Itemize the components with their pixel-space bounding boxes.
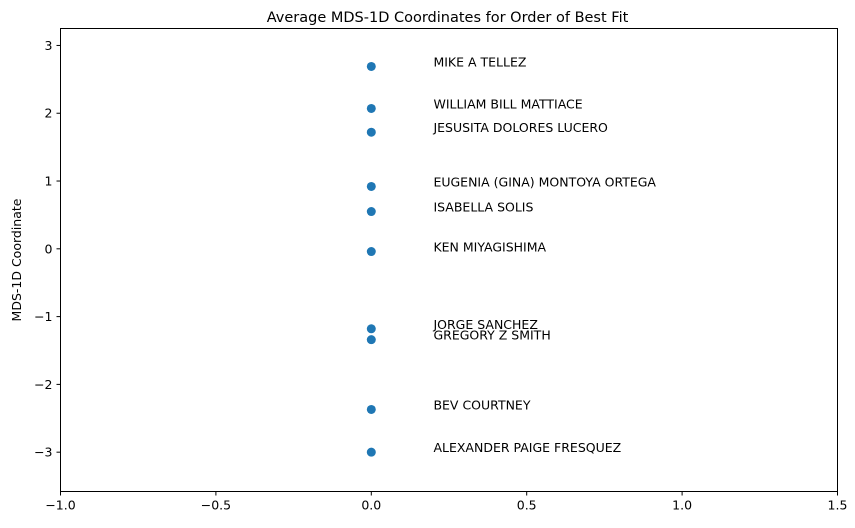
data-point [366,247,376,257]
y-tick-label: 2 [45,106,53,121]
y-tick-label: 3 [45,38,53,53]
point-label: ALEXANDER PAIGE FRESQUEZ [433,440,621,455]
y-tick-label: −2 [34,377,52,392]
data-point [366,404,376,414]
x-tick-label: −0.5 [201,498,231,513]
point-label: JORGE SANCHEZ [432,317,537,332]
point-label: BEV COURTNEY [433,397,530,412]
y-axis-label: MDS-1D Coordinate [9,198,24,321]
x-tick-label: 1.0 [672,498,692,513]
point-label: GREGORY Z SMITH [433,328,550,343]
point-label: WILLIAM BILL MATTIACE [433,96,582,111]
data-point [366,207,376,217]
data-point [366,127,376,137]
x-tick-label: 1.5 [828,498,848,513]
y-tick-label: −3 [34,445,52,460]
data-point [366,324,376,334]
point-label: ISABELLA SOLIS [433,200,533,215]
x-tick-label: 0.5 [517,498,537,513]
data-point [366,335,376,345]
data-point [366,181,376,191]
data-point [366,103,376,113]
y-tick-label: 0 [45,241,53,256]
plot-area: −1.0 −0.5 0.0 0.5 1.0 1.5 3 2 1 0 −1 −2 −3 MIKE A TEL… [34,38,847,513]
point-label: MIKE A TELLEZ [433,54,526,69]
data-point [366,61,376,71]
x-tick-label: 0.0 [361,498,381,513]
y-tick-label: −1 [34,309,52,324]
point-label: KEN MIYAGISHIMA [433,240,546,255]
point-label: EUGENIA (GINA) MONTOYA ORTEGA [433,174,656,189]
point-label: JESUSITA DOLORES LUCERO [432,120,608,135]
y-tick-label: 1 [45,174,53,189]
data-point [366,447,376,457]
chart-title: Average MDS-1D Coordinates for Order of … [267,10,629,26]
x-tick-label: −1.0 [45,498,75,513]
plot-frame [60,28,838,492]
